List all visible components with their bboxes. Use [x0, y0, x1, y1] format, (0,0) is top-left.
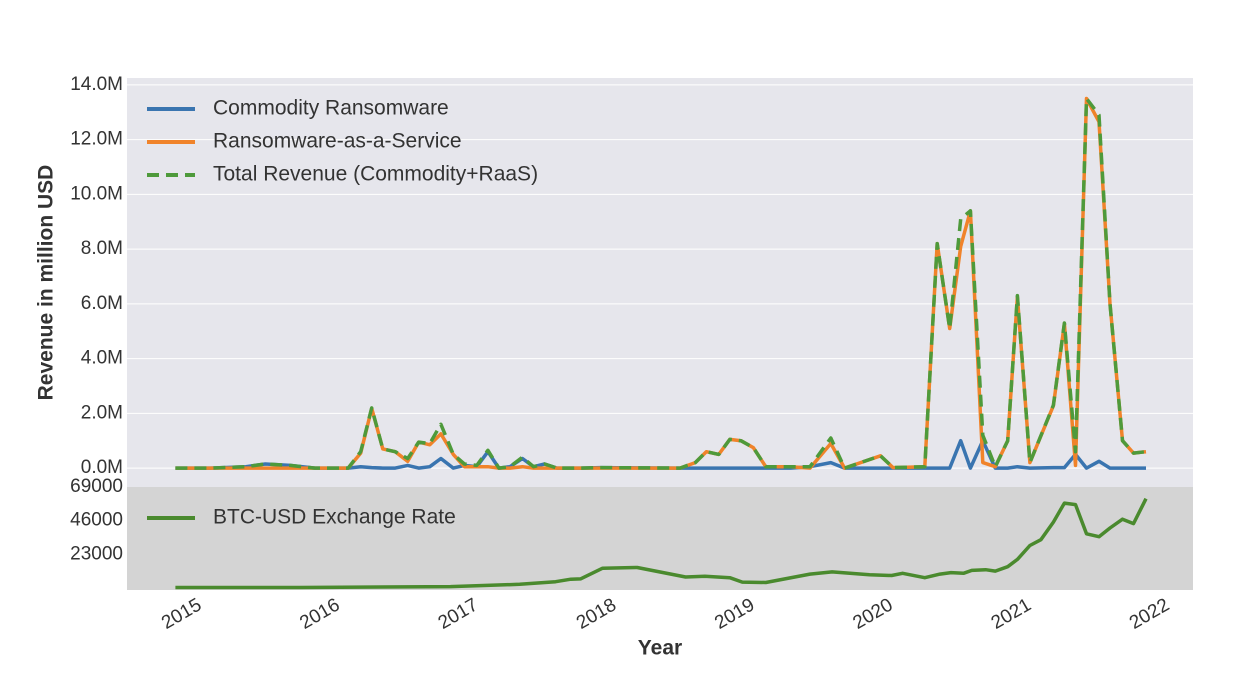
legend-label: Total Revenue (Commodity+RaaS): [213, 163, 538, 186]
x-axis-title: Year: [638, 637, 682, 660]
series-line: [175, 438, 1146, 470]
y-tick-label: 2.0M: [81, 402, 123, 423]
y-tick-label: 8.0M: [81, 238, 123, 259]
y-tick-label: 69000: [70, 476, 123, 497]
y-tick-label: 23000: [70, 543, 123, 564]
y-tick-label: 6.0M: [81, 293, 123, 314]
legend-label: BTC-USD Exchange Rate: [213, 506, 456, 529]
legend-label: Ransomware-as-a-Service: [213, 130, 462, 153]
plot-background: [127, 78, 1193, 487]
series-line: [175, 497, 1148, 590]
x-tick-label: 2022: [1126, 594, 1173, 633]
x-tick-label: 2017: [435, 594, 482, 633]
x-tick-label: 2018: [573, 594, 620, 633]
plot-background: [127, 487, 1193, 590]
series-line: [175, 96, 1147, 470]
y-tick-label: 14.0M: [70, 74, 123, 95]
x-tick-label: 2020: [849, 594, 896, 633]
y-axis-title: Revenue in million USD: [35, 165, 58, 401]
x-tick-label: 2015: [158, 594, 205, 633]
y-tick-label: 0.0M: [81, 457, 123, 478]
y-tick-label: 46000: [70, 510, 123, 531]
y-tick-label: 10.0M: [70, 183, 123, 204]
y-tick-label: 12.0M: [70, 129, 123, 150]
x-tick-label: 2019: [711, 594, 758, 633]
legend-label: Commodity Ransomware: [213, 97, 449, 120]
x-tick-label: 2021: [988, 594, 1035, 633]
x-tick-label: 2016: [296, 594, 343, 633]
y-tick-label: 4.0M: [81, 348, 123, 369]
